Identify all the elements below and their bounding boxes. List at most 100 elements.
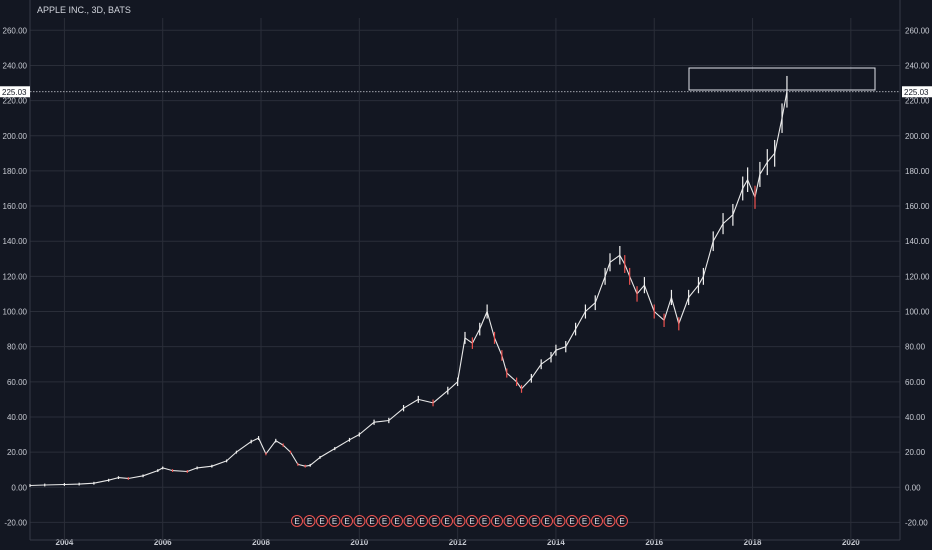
earnings-marker-label: E [432,517,437,526]
earnings-marker-label: E [332,517,337,526]
y-tick-label-left: 180.00 [3,167,28,176]
earnings-marker[interactable]: E [328,515,341,527]
x-tick-label: 2014 [547,538,565,547]
earnings-marker-label: E [519,517,524,526]
earnings-marker-circle [378,515,391,527]
earnings-marker[interactable]: E [603,515,616,527]
earnings-marker-label: E [469,517,474,526]
earnings-marker[interactable]: E [416,515,428,527]
x-tick-label: 2016 [645,538,663,547]
y-tick-label-left: 100.00 [3,308,28,317]
earnings-marker[interactable]: E [466,515,478,527]
y-tick-label-right: 140.00 [905,237,930,246]
y-tick-label-right: 100.00 [905,308,930,317]
earnings-marker-label: E [419,517,424,526]
earnings-marker[interactable]: E [566,515,578,527]
earnings-marker[interactable]: E [391,515,403,527]
earnings-marker[interactable]: E [491,515,503,527]
earnings-marker-label: E [569,517,574,526]
earnings-marker[interactable]: E [366,515,378,527]
x-tick-label: 2008 [252,538,270,547]
earnings-marker-circle [603,515,616,527]
earnings-marker-label: E [382,517,387,526]
x-tick-label: 2006 [154,538,172,547]
y-tick-label-right: 260.00 [905,26,930,35]
earnings-marker-circle [366,515,378,527]
y-tick-label-left: 80.00 [7,343,28,352]
y-tick-label-left: -20.00 [4,518,27,527]
y-tick-label-right: 240.00 [905,61,930,70]
x-tick-label: 2012 [449,538,467,547]
chart-title: APPLE INC., 3D, BATS [37,5,131,15]
earnings-marker-circle [503,515,516,527]
earnings-marker-label: E [594,517,599,526]
earnings-marker-label: E [494,517,499,526]
earnings-marker-label: E [444,517,449,526]
earnings-marker[interactable]: E [616,515,628,527]
earnings-marker-circle [466,515,478,527]
earnings-marker-label: E [457,517,462,526]
earnings-marker-label: E [294,517,299,526]
y-tick-label-right: 220.00 [905,97,930,106]
y-tick-label-right: 20.00 [905,448,926,457]
earnings-marker[interactable]: E [478,515,491,527]
y-tick-label-right: -20.00 [905,518,928,527]
y-tick-label-right: 60.00 [905,378,926,387]
earnings-marker[interactable]: E [553,515,566,527]
earnings-marker-circle [403,515,416,527]
earnings-marker[interactable]: E [291,515,303,527]
earnings-marker-circle [528,515,541,527]
earnings-marker[interactable]: E [428,515,441,527]
earnings-marker-circle [416,515,428,527]
earnings-marker-label: E [544,517,549,526]
earnings-marker-circle [591,515,603,527]
earnings-marker[interactable]: E [541,515,553,527]
y-tick-label-right: 160.00 [905,202,930,211]
y-tick-label-left: 260.00 [3,26,28,35]
earnings-marker-label: E [394,517,399,526]
y-tick-label-left: 140.00 [3,237,28,246]
last-price-label-right: 225.03 [904,88,929,97]
earnings-marker[interactable]: E [441,515,453,527]
x-tick-label: 2020 [842,538,860,547]
last-price-tag-right: 225.03 [902,86,932,98]
earnings-marker-label: E [557,517,562,526]
earnings-marker[interactable]: E [503,515,516,527]
earnings-marker-label: E [344,517,349,526]
earnings-marker[interactable]: E [516,515,528,527]
earnings-marker[interactable]: E [453,515,466,527]
earnings-marker-label: E [482,517,487,526]
earnings-marker[interactable]: E [341,515,353,527]
earnings-marker[interactable]: E [316,515,328,527]
earnings-marker[interactable]: E [591,515,603,527]
x-tick-label: 2010 [350,538,368,547]
y-tick-label-right: 200.00 [905,132,930,141]
y-tick-label-left: 20.00 [7,448,28,457]
earnings-marker-circle [566,515,578,527]
y-tick-label-right: 40.00 [905,413,926,422]
earnings-marker-label: E [607,517,612,526]
x-tick-label: 2004 [56,538,74,547]
earnings-marker[interactable]: E [528,515,541,527]
earnings-marker-circle [516,515,528,527]
y-tick-label-right: 120.00 [905,272,930,281]
earnings-marker-circle [341,515,353,527]
earnings-marker[interactable]: E [353,515,366,527]
earnings-marker-circle [328,515,341,527]
earnings-marker-label: E [507,517,512,526]
earnings-marker-label: E [532,517,537,526]
rectangle-drawing[interactable] [688,67,876,91]
earnings-marker[interactable]: E [303,515,316,527]
y-tick-label-left: 0.00 [11,483,27,492]
y-tick-label-left: 220.00 [3,97,28,106]
y-tick-label-left: 120.00 [3,272,28,281]
earnings-marker-circle [441,515,453,527]
earnings-marker[interactable]: E [578,515,591,527]
earnings-marker-label: E [307,517,312,526]
earnings-marker[interactable]: E [378,515,391,527]
earnings-marker[interactable]: E [403,515,416,527]
